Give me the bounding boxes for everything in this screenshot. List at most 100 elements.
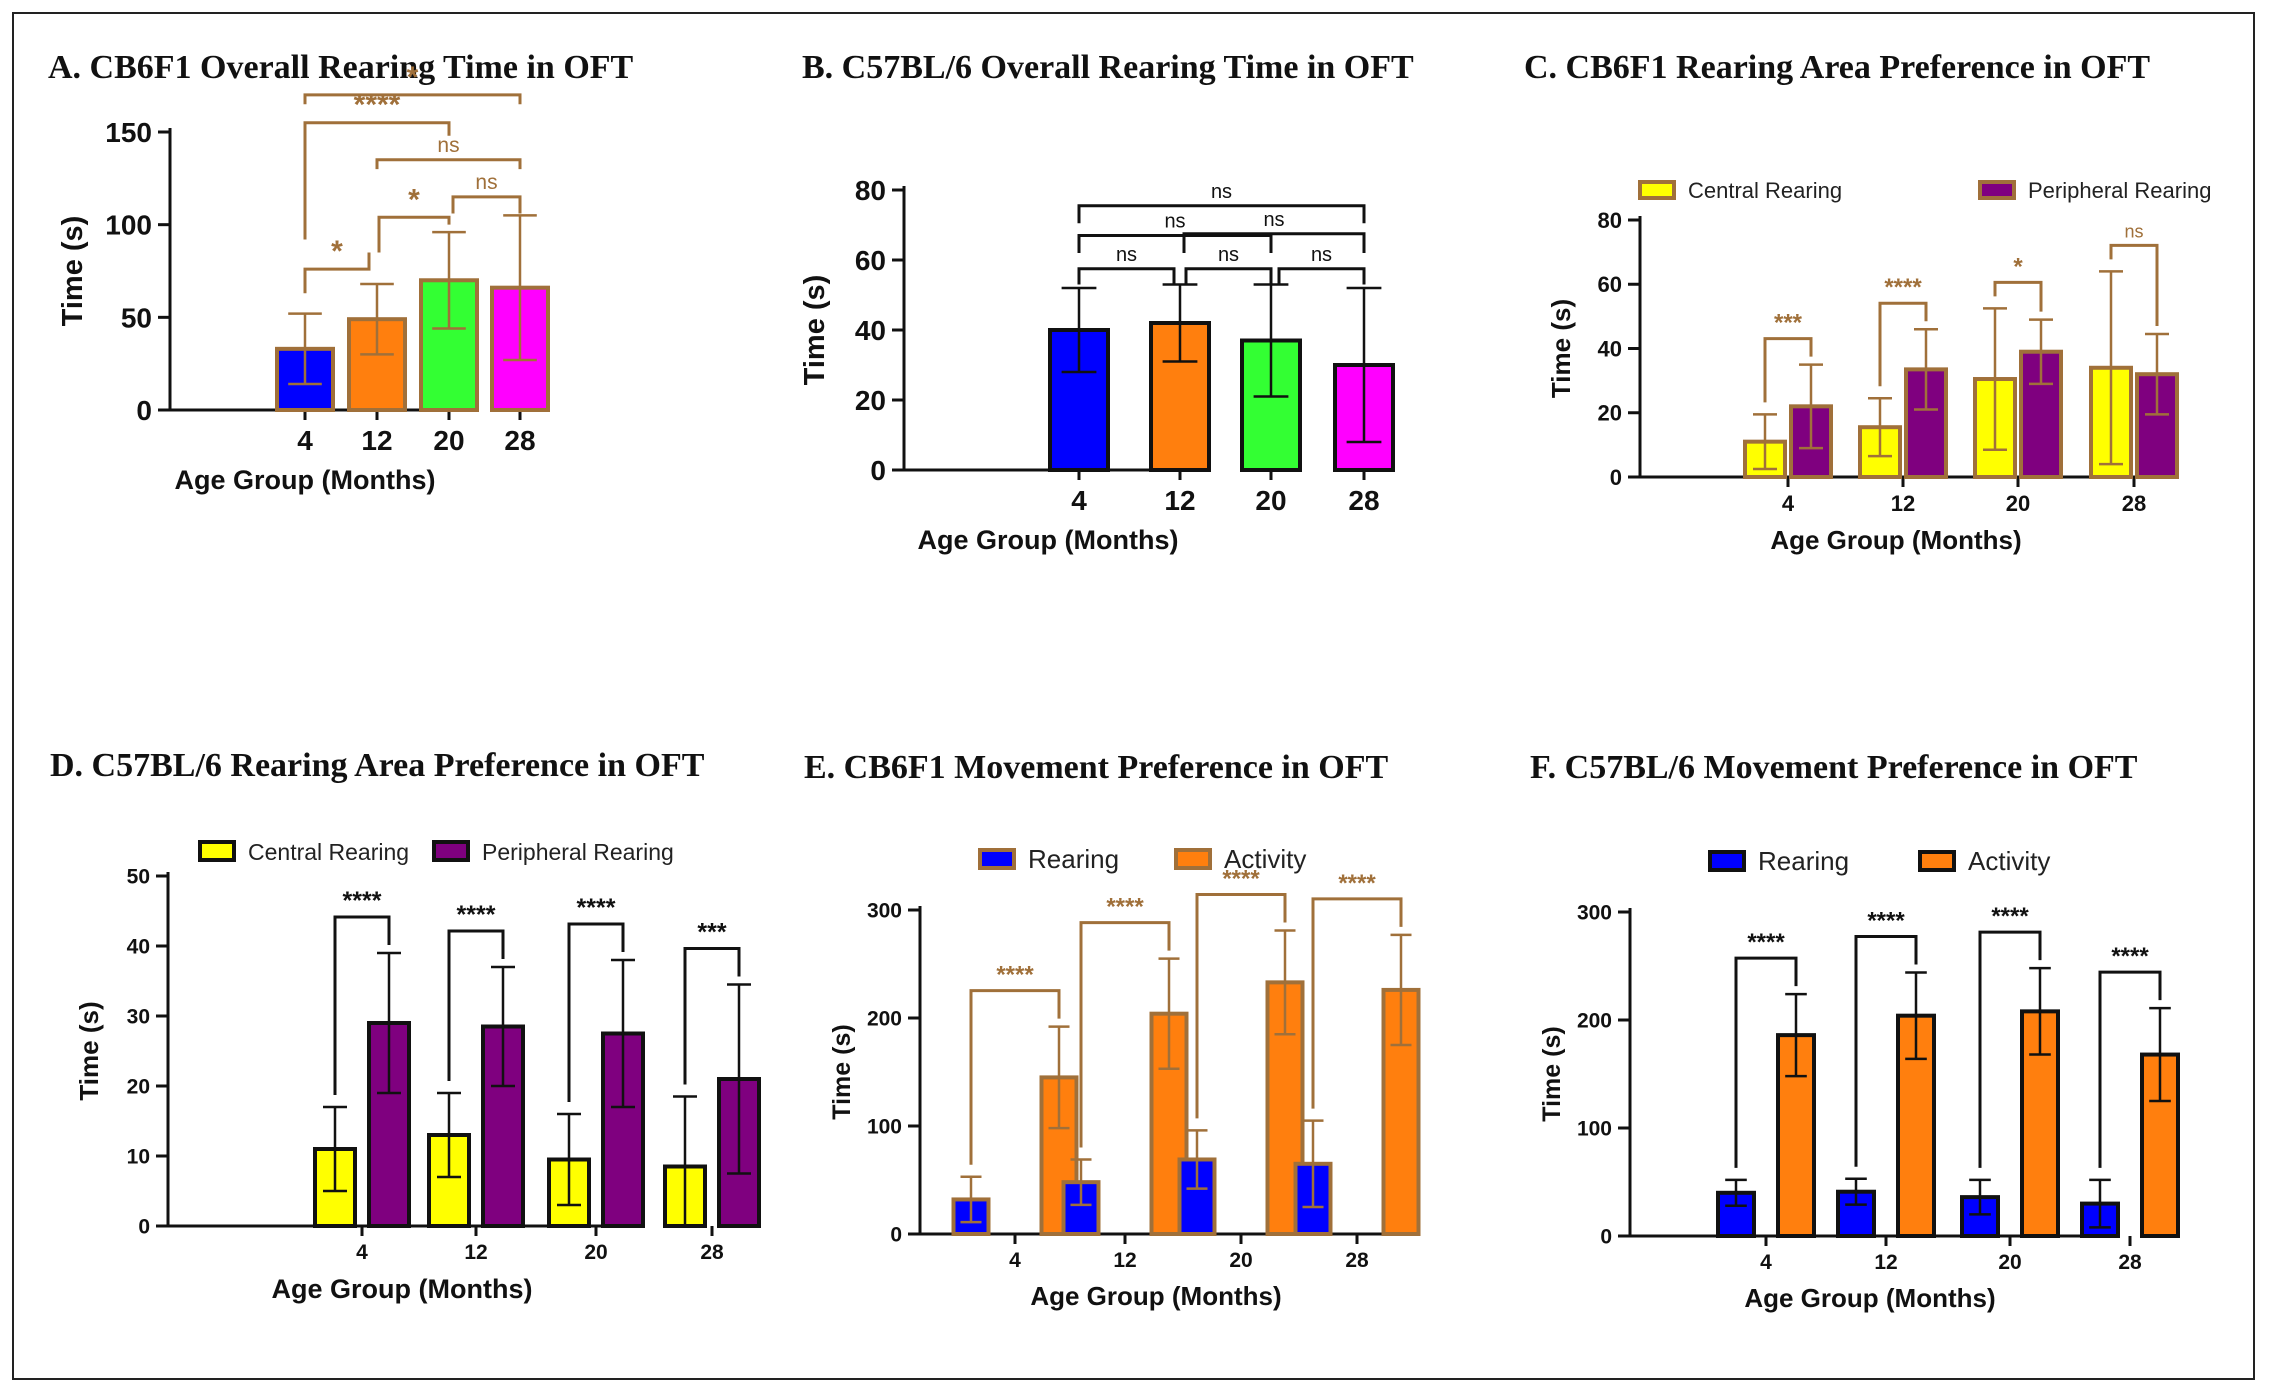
significance-label: ns [1116, 244, 1137, 266]
legend-swatch [1174, 848, 1212, 870]
x-axis-label: Age Group (Months) [175, 465, 436, 495]
significance-label: ns [1263, 209, 1284, 231]
legend-label: Central Rearing [1688, 178, 1842, 203]
chart-title: F. C57BL/6 Movement Preference in OFT [1530, 749, 2138, 786]
significance-label: **** [996, 962, 1034, 989]
significance-bracket [1311, 897, 1403, 1109]
significance-bracket [333, 915, 391, 1095]
x-tick-label: 28 [1348, 485, 1379, 516]
legend-swatch [432, 840, 470, 862]
chart-panel-a: A. CB6F1 Overall Rearing Time in OFT 0 50 1… [48, 49, 634, 495]
chart-panel-c: C. CB6F1 Rearing Area Preference in OFT 0… [1524, 49, 2211, 555]
y-tick-label: 60 [1598, 272, 1622, 297]
significance-bracket [1079, 921, 1171, 1148]
x-tick-label: 28 [700, 1241, 724, 1264]
significance-label: ns [475, 171, 497, 194]
significance-bracket [2098, 970, 2162, 1168]
significance-bracket [451, 195, 522, 214]
significance-bracket [377, 215, 451, 253]
x-axis-label: Age Group (Months) [1744, 1283, 1995, 1313]
x-tick-label: 28 [2118, 1251, 2142, 1274]
legend-swatch [978, 848, 1016, 870]
significance-bracket [969, 989, 1061, 1165]
significance-bracket [1077, 267, 1176, 285]
legend-swatch [1978, 180, 2016, 200]
legend-label: Peripheral Rearing [2028, 178, 2211, 203]
chart-panel-e: E. CB6F1 Movement Preference in OFT 0 100 2… [804, 749, 1421, 1311]
legend-label: Activity [1224, 844, 1306, 874]
y-tick-label: 100 [105, 210, 152, 241]
x-tick-label: 28 [504, 425, 535, 456]
legend-swatch [198, 840, 236, 862]
significance-label: **** [1106, 894, 1144, 921]
chart-title: C. CB6F1 Rearing Area Preference in OFT [1524, 49, 2150, 86]
significance-bracket [1077, 234, 1273, 253]
significance-bracket [1184, 267, 1273, 285]
y-tick-label: 100 [867, 1116, 902, 1139]
y-axis-label: Time (s) [57, 216, 89, 327]
y-tick-label: 40 [127, 936, 150, 959]
x-tick-label: 4 [356, 1241, 368, 1264]
y-tick-label: 20 [127, 1076, 150, 1099]
significance-label: **** [1747, 929, 1785, 956]
significance-label: **** [1884, 274, 1922, 301]
significance-bracket [303, 93, 522, 105]
y-tick-label: 150 [105, 117, 152, 148]
x-tick-label: 20 [584, 1241, 607, 1264]
legend-label: Central Rearing [248, 839, 409, 865]
y-tick-label: 40 [1598, 336, 1622, 361]
significance-label: ns [1211, 181, 1232, 203]
x-axis-label: Age Group (Months) [918, 525, 1179, 555]
significance-label: *** [1774, 310, 1803, 337]
significance-bracket [375, 158, 522, 170]
chart-title: B. C57BL/6 Overall Rearing Time in OFT [802, 49, 1414, 86]
y-tick-label: 0 [1610, 465, 1622, 490]
x-tick-label: 4 [1760, 1251, 1772, 1274]
y-tick-label: 0 [1600, 1226, 1612, 1249]
significance-bracket [447, 929, 505, 1081]
y-axis-label: Time (s) [799, 275, 831, 386]
significance-bracket [1182, 232, 1366, 253]
significance-bracket [683, 947, 741, 1085]
y-tick-label: 300 [1577, 902, 1612, 925]
significance-bracket [1763, 337, 1813, 403]
y-tick-label: 80 [1598, 208, 1622, 233]
y-axis-label: Time (s) [74, 1001, 104, 1100]
significance-label: **** [1338, 870, 1376, 897]
x-tick-label: 12 [464, 1241, 487, 1264]
y-tick-label: 20 [855, 385, 886, 416]
significance-label: * [331, 235, 343, 268]
x-tick-label: 12 [1891, 491, 1915, 516]
x-axis-label: Age Group (Months) [272, 1274, 533, 1304]
significance-bracket [1277, 267, 1366, 285]
y-tick-label: 0 [870, 455, 886, 486]
bar-activity-28 [2140, 1052, 2180, 1238]
x-tick-label: 20 [1229, 1249, 1252, 1272]
significance-bracket [2109, 243, 2159, 327]
significance-label: **** [2111, 943, 2149, 970]
x-tick-label: 12 [361, 425, 392, 456]
y-tick-label: 30 [127, 1006, 150, 1029]
significance-label: **** [1867, 907, 1905, 934]
y-tick-label: 50 [127, 866, 150, 889]
x-axis-label: Age Group (Months) [1770, 525, 2021, 555]
significance-bracket [1978, 930, 2042, 1168]
x-tick-label: 4 [1071, 485, 1087, 516]
legend-swatch [1708, 850, 1746, 872]
significance-label: **** [343, 887, 382, 915]
significance-bracket [1077, 204, 1366, 224]
x-tick-label: 12 [1164, 485, 1195, 516]
significance-bracket [1195, 893, 1287, 1119]
x-tick-label: 20 [433, 425, 464, 456]
legend-label: Activity [1968, 846, 2050, 876]
legend-label: Peripheral Rearing [482, 839, 674, 865]
significance-label: * [2013, 253, 2023, 280]
significance-bracket [303, 252, 371, 294]
y-tick-label: 0 [138, 1216, 150, 1239]
x-tick-label: 12 [1113, 1249, 1136, 1272]
x-axis-label: Age Group (Months) [1030, 1281, 1281, 1311]
bar-rearing-4 [1716, 1190, 1756, 1238]
significance-label: ns [437, 134, 459, 157]
significance-label: **** [1991, 903, 2029, 930]
y-tick-label: 100 [1577, 1118, 1612, 1141]
